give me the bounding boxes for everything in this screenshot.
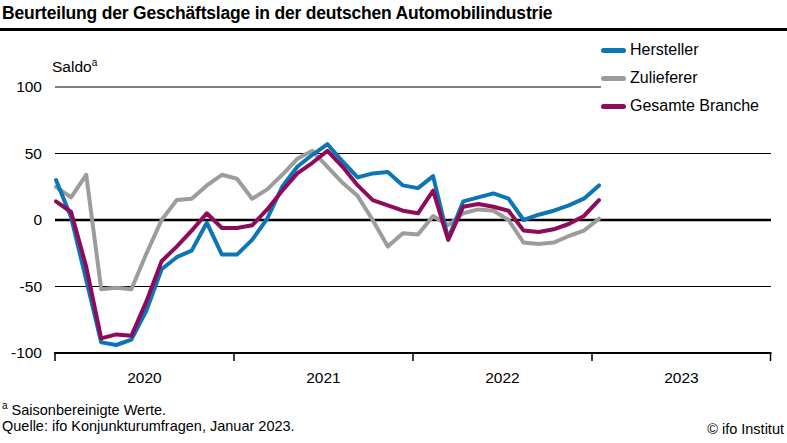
footnote-text: Saisonbereinigte Werte.	[8, 402, 167, 418]
y-tick-label-50: 50	[25, 145, 43, 162]
y-tick-label-100: 100	[16, 78, 42, 95]
x-tick-label-2022: 2022	[485, 369, 519, 386]
x-tick-label-2020: 2020	[127, 369, 162, 386]
chart-legend: Hersteller Zulieferer Gesamte Branche	[601, 36, 787, 120]
legend-line-swatch-hersteller	[601, 48, 626, 53]
y-tick-label-minus100: -100	[11, 344, 42, 361]
legend-line-swatch-zulieferer	[601, 76, 626, 81]
legend-label-zulieferer: Zulieferer	[630, 69, 698, 87]
x-tick-label-2021: 2021	[306, 369, 340, 386]
legend-label-hersteller: Hersteller	[630, 41, 698, 59]
source-line: Quelle: ifo Konjunkturumfragen, Januar 2…	[2, 418, 295, 434]
chart-series	[56, 144, 599, 345]
legend-item-zulieferer: Zulieferer	[601, 64, 787, 92]
series-line-gesamte-branche	[56, 151, 599, 339]
legend-line-swatch-gesamte-branche	[601, 104, 626, 109]
chart-panel: Beurteilung der Geschäftslage in der deu…	[0, 0, 787, 443]
series-line-hersteller	[56, 144, 599, 345]
x-tick-label-2023: 2023	[664, 369, 698, 386]
legend-item-hersteller: Hersteller	[601, 36, 787, 64]
y-tick-label-0: 0	[33, 211, 42, 228]
y-tick-label-minus50: -50	[20, 278, 43, 295]
legend-item-gesamte-branche: Gesamte Branche	[601, 92, 787, 120]
copyright: © ifo Institut	[707, 421, 784, 437]
footnote: a Saisonbereinigte Werte.	[2, 400, 166, 418]
legend-label-gesamte-branche: Gesamte Branche	[630, 97, 759, 115]
